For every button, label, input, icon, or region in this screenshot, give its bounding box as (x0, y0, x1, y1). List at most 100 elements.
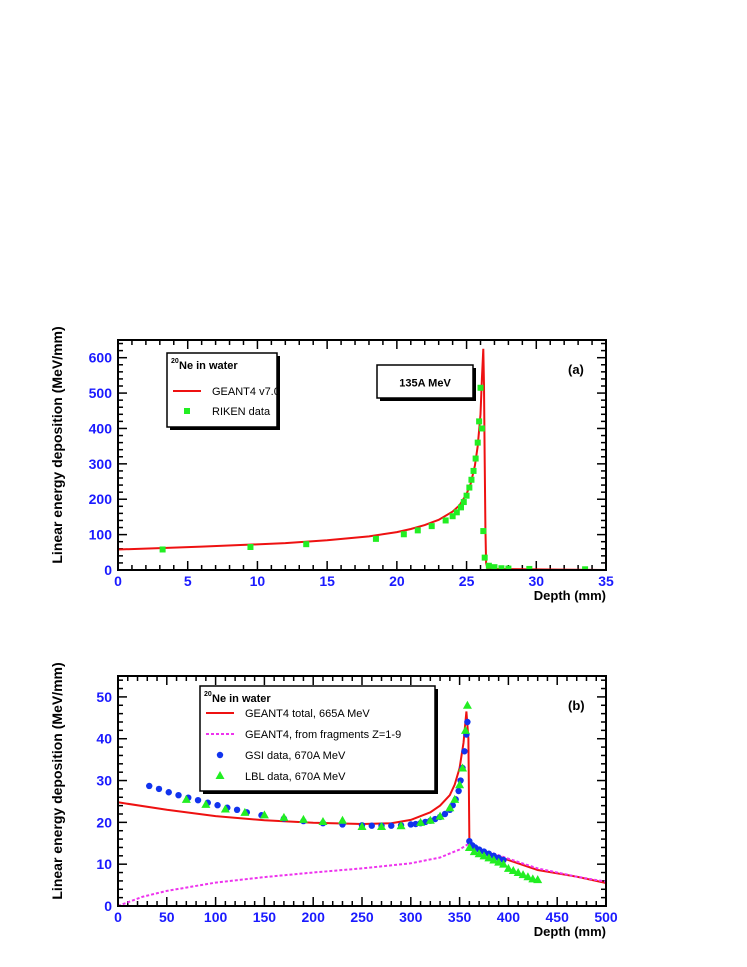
data-point (466, 484, 473, 491)
data-point (303, 541, 310, 548)
legend-marker-symbol (215, 771, 225, 779)
data-point (474, 849, 484, 858)
data-point (414, 527, 421, 534)
data-point (468, 476, 475, 483)
annotation-box (376, 364, 474, 399)
x-tick-label: 350 (448, 909, 472, 925)
legend-title: Ne in water (212, 693, 271, 705)
data-point (462, 700, 472, 709)
legend-title: Ne in water (179, 360, 238, 372)
data-point (214, 802, 221, 809)
data-point (428, 523, 435, 530)
data-point (220, 804, 230, 813)
legend-marker-symbol (184, 408, 190, 414)
data-point (400, 531, 407, 538)
panel-label: (a) (568, 362, 584, 377)
data-point (460, 499, 467, 506)
data-point (472, 455, 479, 462)
data-point (155, 785, 163, 793)
data-point (518, 870, 528, 879)
data-point (582, 566, 589, 570)
series-line-1 (118, 842, 606, 906)
data-point (461, 748, 468, 755)
data-point (432, 815, 439, 823)
x-tick-label: 300 (399, 909, 423, 925)
data-point (175, 791, 182, 799)
legend-entry: LBL data, 670A MeV (245, 771, 346, 783)
legend-marker-symbol (216, 751, 224, 759)
data-point (377, 822, 387, 831)
data-point (372, 535, 379, 542)
y-tick-label: 500 (89, 385, 113, 401)
x-tick-label: 100 (204, 909, 228, 925)
y-tick-label: 50 (96, 689, 112, 705)
data-point (480, 528, 487, 535)
x-tick-label: 35 (598, 573, 614, 589)
data-point (450, 794, 460, 803)
x-tick-label: 0 (114, 909, 122, 925)
x-axis-label: Depth (mm) (534, 588, 606, 603)
x-tick-label: 15 (319, 573, 335, 589)
data-point (494, 857, 504, 866)
y-axis-label: Linear energy deposition (MeV/mm) (49, 326, 65, 563)
y-tick-label: 20 (96, 814, 112, 830)
y-tick-label: 600 (89, 350, 113, 366)
legend-box (199, 685, 436, 792)
data-point (259, 810, 269, 819)
data-point (458, 763, 468, 772)
data-point (508, 865, 518, 874)
data-point (479, 851, 489, 860)
y-tick-label: 10 (96, 856, 112, 872)
data-point (233, 806, 241, 814)
legend-entry: GEANT4, from fragments Z=1-9 (245, 729, 401, 741)
x-tick-label: 500 (594, 909, 618, 925)
legend-entry: GEANT4 total, 665A MeV (245, 708, 370, 720)
legend-entry: GSI data, 670A MeV (245, 750, 346, 762)
annotation-text: 135A MeV (399, 378, 451, 390)
data-point (453, 509, 460, 516)
x-tick-label: 30 (528, 573, 544, 589)
data-point (240, 807, 250, 816)
x-tick-label: 50 (159, 909, 175, 925)
panel-label: (b) (568, 698, 585, 713)
x-tick-label: 25 (459, 573, 475, 589)
plot-area (118, 348, 606, 570)
x-axis-label: Depth (mm) (534, 924, 606, 939)
data-point (474, 439, 481, 446)
y-tick-label: 0 (104, 898, 112, 914)
x-tick-label: 200 (302, 909, 326, 925)
legend-title-superscript: 20 (171, 358, 179, 365)
y-axis-label: Linear energy deposition (MeV/mm) (49, 662, 65, 899)
data-point (159, 546, 166, 553)
data-point (318, 817, 328, 826)
data-point (194, 797, 202, 804)
data-point (442, 517, 449, 524)
data-point (463, 492, 470, 499)
data-point (489, 855, 499, 864)
data-point (484, 853, 494, 862)
data-point (416, 817, 426, 826)
x-tick-label: 5 (184, 573, 192, 589)
data-point (505, 565, 512, 570)
data-point (464, 718, 471, 726)
data-point (460, 725, 470, 734)
y-tick-label: 30 (96, 773, 112, 789)
data-point (279, 812, 289, 821)
data-point (491, 564, 498, 570)
data-point (485, 562, 492, 569)
y-tick-label: 40 (96, 731, 112, 747)
plot-frame (117, 339, 607, 571)
data-point (165, 789, 172, 796)
data-point (498, 565, 505, 570)
data-point (470, 467, 477, 474)
data-point (441, 810, 449, 818)
data-point (425, 815, 435, 824)
data-point (146, 782, 153, 790)
legend-title-superscript: 20 (204, 691, 212, 698)
x-tick-label: 150 (253, 909, 277, 925)
data-point (469, 847, 479, 856)
data-point (455, 780, 465, 789)
data-point (388, 822, 395, 829)
data-point (464, 842, 474, 851)
